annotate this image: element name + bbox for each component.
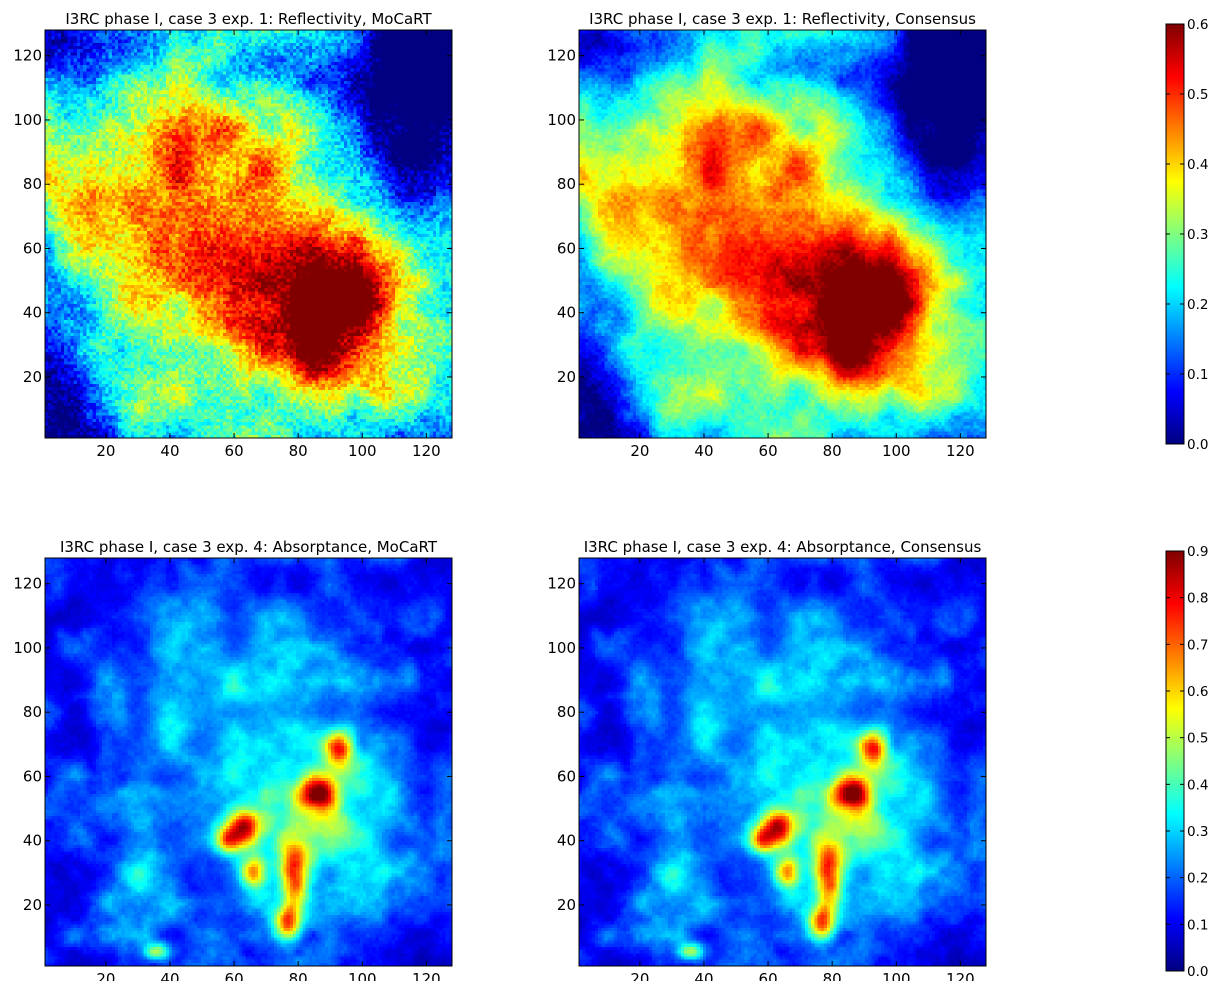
plot-frame [44,29,453,439]
y-tick-label: 60 [557,767,576,785]
x-tick-label: 40 [160,970,179,981]
y-tick-label: 80 [557,175,576,193]
x-tick-label: 80 [289,442,308,460]
x-tick-label: 80 [289,970,308,981]
colorbar-tick-label: 0.1 [1187,367,1208,383]
y-tick-label: 80 [23,175,42,193]
colorbar-fill [1166,551,1184,971]
y-tick-label: 20 [23,896,42,914]
x-tick-label: 80 [823,970,842,981]
x-tick-label: 120 [412,970,441,981]
colorbar-2: 0.0 0.1 0.2 0.3 0.4 0.5 0.6 0.7 0.8 0.9 [1165,544,1208,980]
x-tick-label: 100 [882,970,911,981]
x-tick-label: 100 [348,970,377,981]
plot-title: I3RC phase I, case 3 exp. 1: Reflectivit… [589,10,976,28]
colorbar-tick-label: 0.0 [1187,437,1208,453]
y-tick-label: 120 [13,575,42,593]
y-tick-label: 80 [557,703,576,721]
colorbar-frame [1165,550,1185,972]
plot-title: I3RC phase I, case 3 exp. 4: Absorptance… [584,538,982,556]
y-tick-label: 40 [557,304,576,322]
x-tick-label: 20 [96,970,115,981]
y-tick-label: 60 [23,767,42,785]
x-tick-label: 40 [160,442,179,460]
colorbar-tick-label: 0.8 [1187,591,1208,607]
x-tick-label: 60 [759,970,778,981]
y-tick-label: 40 [23,304,42,322]
heatmap-image [579,558,986,966]
x-tick-label: 60 [759,442,778,460]
y-tick-label: 100 [547,639,576,657]
colorbar-tick-label: 0.5 [1187,87,1208,103]
colorbar-tick-label: 0.7 [1187,637,1208,653]
x-tick-label: 100 [348,442,377,460]
heatmap-image [45,30,452,438]
colorbar-tick-label: 0.1 [1187,917,1208,933]
colorbar-tick-label: 0.9 [1187,544,1208,560]
x-tick-label: 60 [225,970,244,981]
plot-frame [578,29,987,439]
colorbar-fill [1166,24,1184,444]
colorbar-tick-label: 0.3 [1187,824,1208,840]
heatmap-panel-1: I3RC phase I, case 3 exp. 1: Reflectivit… [13,10,453,460]
y-tick-label: 120 [547,47,576,65]
plot-title: I3RC phase I, case 3 exp. 1: Reflectivit… [65,10,432,28]
x-tick-label: 20 [96,442,115,460]
y-tick-label: 100 [547,111,576,129]
y-tick-label: 40 [557,832,576,850]
x-tick-label: 120 [946,970,975,981]
x-tick-label: 80 [823,442,842,460]
x-tick-label: 40 [694,970,713,981]
y-tick-label: 20 [557,368,576,386]
y-tick-label: 40 [23,832,42,850]
plot-frame [578,557,987,967]
colorbar-tick-label: 0.0 [1187,964,1208,980]
x-tick-label: 100 [882,442,911,460]
x-tick-label: 20 [630,970,649,981]
heatmap-panel-2: I3RC phase I, case 3 exp. 1: Reflectivit… [547,10,987,460]
y-tick-label: 120 [547,575,576,593]
colorbar-tick-label: 0.4 [1187,777,1208,793]
y-tick-label: 20 [23,368,42,386]
x-tick-label: 20 [630,442,649,460]
y-tick-label: 120 [13,47,42,65]
colorbar-tick-label: 0.4 [1187,157,1208,173]
y-tick-label: 100 [13,639,42,657]
plot-title: I3RC phase I, case 3 exp. 4: Absorptance… [60,538,438,556]
colorbar-tick-label: 0.2 [1187,871,1208,887]
colorbar-tick-label: 0.3 [1187,227,1208,243]
plot-frame [44,557,453,967]
y-tick-label: 20 [557,896,576,914]
y-tick-label: 80 [23,703,42,721]
heatmap-panel-4: I3RC phase I, case 3 exp. 4: Absorptance… [547,538,987,981]
heatmap-image [579,30,986,438]
colorbar-tick-label: 0.2 [1187,297,1208,313]
x-tick-label: 60 [225,442,244,460]
heatmap-image [45,558,452,966]
colorbar-tick-label: 0.6 [1187,684,1208,700]
y-tick-label: 100 [13,111,42,129]
colorbar-tick-label: 0.5 [1187,731,1208,747]
x-tick-label: 120 [412,442,441,460]
colorbar-tick-label: 0.6 [1187,17,1208,33]
y-tick-label: 60 [23,239,42,257]
x-tick-label: 40 [694,442,713,460]
colorbar-1: 0.0 0.1 0.2 0.3 0.4 0.5 0.6 [1165,17,1208,453]
x-tick-label: 120 [946,442,975,460]
heatmap-panel-3: I3RC phase I, case 3 exp. 4: Absorptance… [13,538,453,981]
y-tick-label: 60 [557,239,576,257]
